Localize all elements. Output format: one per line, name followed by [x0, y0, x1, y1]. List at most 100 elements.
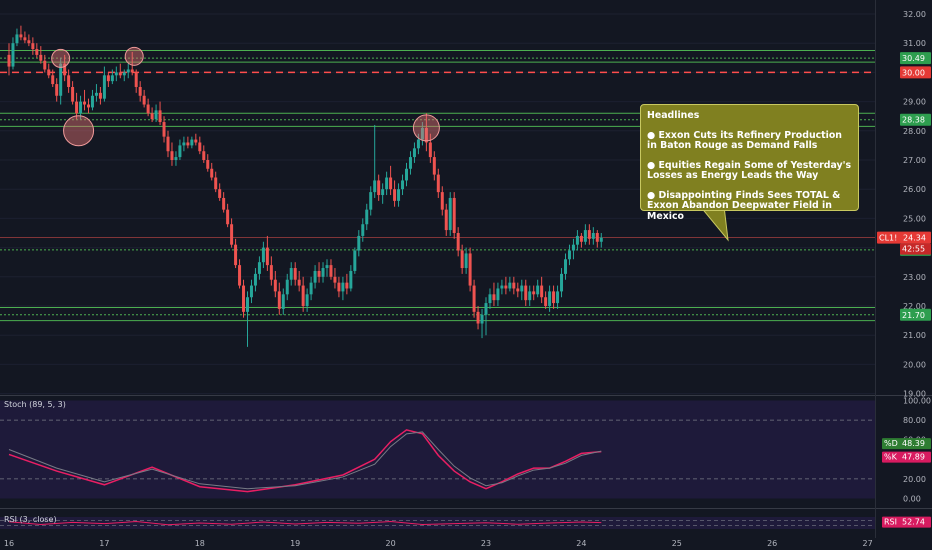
rsi-line — [8, 521, 602, 526]
candle-body — [257, 262, 261, 274]
stoch-background — [0, 400, 875, 499]
candle-body — [385, 177, 389, 190]
axes: 19.0020.0021.0022.0023.0024.0025.0026.00… — [4, 10, 931, 548]
stoch-tick-label: 100.00 — [903, 397, 931, 406]
rsi-background — [0, 517, 875, 529]
candle-body — [309, 282, 313, 295]
candle-body — [106, 75, 110, 82]
price-level-badge — [900, 52, 931, 65]
headline-item: ● Equities Regain Some of Yesterday's Lo… — [647, 159, 852, 181]
candle-body — [512, 282, 516, 289]
candle-body — [39, 54, 43, 61]
candle-body — [476, 311, 480, 324]
candle-body — [122, 72, 126, 76]
candle-body — [432, 157, 436, 175]
price-level-badge — [900, 308, 931, 321]
candle-body — [182, 142, 186, 146]
current-price-label: 24.34 — [903, 234, 926, 243]
candle-body — [488, 294, 492, 304]
candle-body — [277, 291, 281, 309]
headlines-box: Headlines ● Exxon Cuts its Refinery Prod… — [640, 104, 859, 221]
candle-body — [134, 72, 138, 87]
stoch-d-value: 48.39 — [902, 439, 925, 448]
candle-body — [369, 192, 373, 210]
candle-body — [333, 276, 337, 283]
candle-body — [43, 60, 47, 70]
candle-body — [23, 37, 27, 41]
candle-body — [460, 250, 464, 269]
rsi-title: RSI (3, close) — [4, 515, 57, 524]
candle-body — [174, 157, 178, 160]
candle-body — [293, 268, 297, 280]
price-level-label: 30.49 — [902, 54, 925, 63]
x-tick-label: 20 — [386, 539, 396, 548]
candle-body — [234, 244, 238, 266]
candle-body — [246, 297, 249, 312]
price-level-label: 21.70 — [902, 311, 925, 320]
candle-body — [321, 268, 325, 277]
rsi-badge — [882, 516, 931, 528]
headline-item: ● Exxon Cuts its Refinery Production in … — [647, 129, 842, 151]
candle-body — [416, 139, 420, 149]
candle-body — [11, 43, 15, 67]
candle-body — [405, 168, 408, 181]
x-tick-label: 23 — [481, 539, 491, 548]
candle-body — [59, 63, 63, 96]
candle-body — [341, 282, 345, 292]
x-tick-label: 18 — [195, 539, 205, 548]
candle-body — [560, 273, 564, 292]
candle-body — [420, 127, 424, 140]
candle-body — [178, 145, 182, 158]
price-level-badge — [900, 113, 931, 126]
candle-body — [492, 294, 496, 301]
candle-body — [35, 49, 39, 55]
candle-body — [138, 87, 142, 96]
candle-body — [583, 230, 587, 242]
candle-body — [67, 75, 71, 87]
candle-body — [520, 285, 524, 292]
candle-body — [51, 75, 55, 85]
x-tick-label: 16 — [4, 539, 14, 548]
candle-body — [273, 279, 277, 292]
stoch-tick-label: 80.00 — [903, 416, 926, 425]
candle-body — [393, 189, 397, 201]
candle-body — [575, 235, 579, 245]
current-price-badge — [877, 231, 931, 244]
candle-body — [218, 189, 222, 198]
candle-body — [130, 69, 134, 73]
candle-body — [170, 151, 174, 160]
highlight-circle — [51, 48, 71, 68]
symbol-label: CL1! — [879, 234, 897, 243]
candle-body — [504, 285, 508, 289]
highlight-circles — [51, 46, 440, 147]
price-level-label: 30.00 — [902, 68, 925, 77]
candle-body — [528, 291, 532, 301]
candle-body — [329, 265, 333, 277]
candle-body — [480, 314, 484, 324]
candle-body — [353, 250, 357, 271]
candle-body — [599, 237, 603, 242]
candle-body — [214, 177, 218, 190]
candle-body — [524, 285, 528, 301]
highlight-circle — [63, 115, 95, 147]
candle-body — [75, 101, 79, 114]
y-tick-label: 21.00 — [903, 331, 926, 340]
candle-body — [158, 110, 162, 123]
candle-body — [337, 282, 341, 292]
candle-body — [15, 34, 19, 44]
candle-body — [166, 136, 170, 152]
y-tick-label: 31.00 — [903, 39, 926, 48]
candle-body — [265, 247, 269, 266]
countdown-label: 42:55 — [902, 245, 925, 254]
candle-body — [552, 291, 556, 304]
candle-body — [567, 250, 571, 260]
candle-body — [536, 285, 540, 295]
countdown-badge — [900, 243, 931, 255]
y-tick-label: 22.00 — [903, 302, 926, 311]
candle-body — [55, 84, 59, 96]
candle-body — [7, 54, 11, 67]
candle-body — [261, 247, 265, 263]
candle-body — [540, 285, 544, 298]
